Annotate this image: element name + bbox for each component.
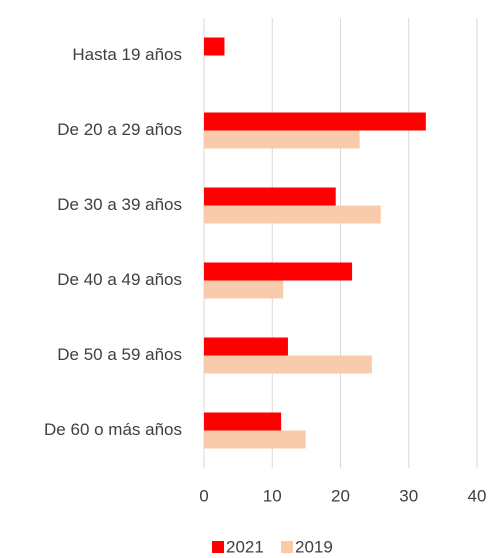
x-tick-label: 0 bbox=[199, 486, 208, 505]
y-tick-label: Hasta 19 años bbox=[72, 45, 182, 64]
bar bbox=[204, 355, 372, 374]
legend-label: 2021 bbox=[226, 537, 264, 556]
y-tick-label: De 30 a 39 años bbox=[57, 195, 182, 214]
legend-label: 2019 bbox=[295, 537, 333, 556]
x-tick-label: 20 bbox=[331, 486, 350, 505]
bar bbox=[204, 130, 360, 149]
bar bbox=[204, 112, 426, 131]
y-tick-label: De 60 o más años bbox=[44, 420, 182, 439]
x-tick-label: 30 bbox=[399, 486, 418, 505]
bar bbox=[204, 37, 225, 56]
legend-swatch bbox=[281, 541, 293, 553]
bar bbox=[204, 280, 284, 299]
bar bbox=[204, 262, 353, 281]
bar bbox=[204, 187, 336, 206]
legend-swatch bbox=[212, 541, 224, 553]
y-tick-label: De 20 a 29 años bbox=[57, 120, 182, 139]
bar bbox=[204, 430, 306, 449]
x-tick-label: 40 bbox=[468, 486, 487, 505]
y-tick-label: De 40 a 49 años bbox=[57, 270, 182, 289]
x-tick-label: 10 bbox=[263, 486, 282, 505]
bar bbox=[204, 205, 381, 224]
y-tick-label: De 50 a 59 años bbox=[57, 345, 182, 364]
bar bbox=[204, 337, 288, 356]
bar bbox=[204, 412, 282, 431]
